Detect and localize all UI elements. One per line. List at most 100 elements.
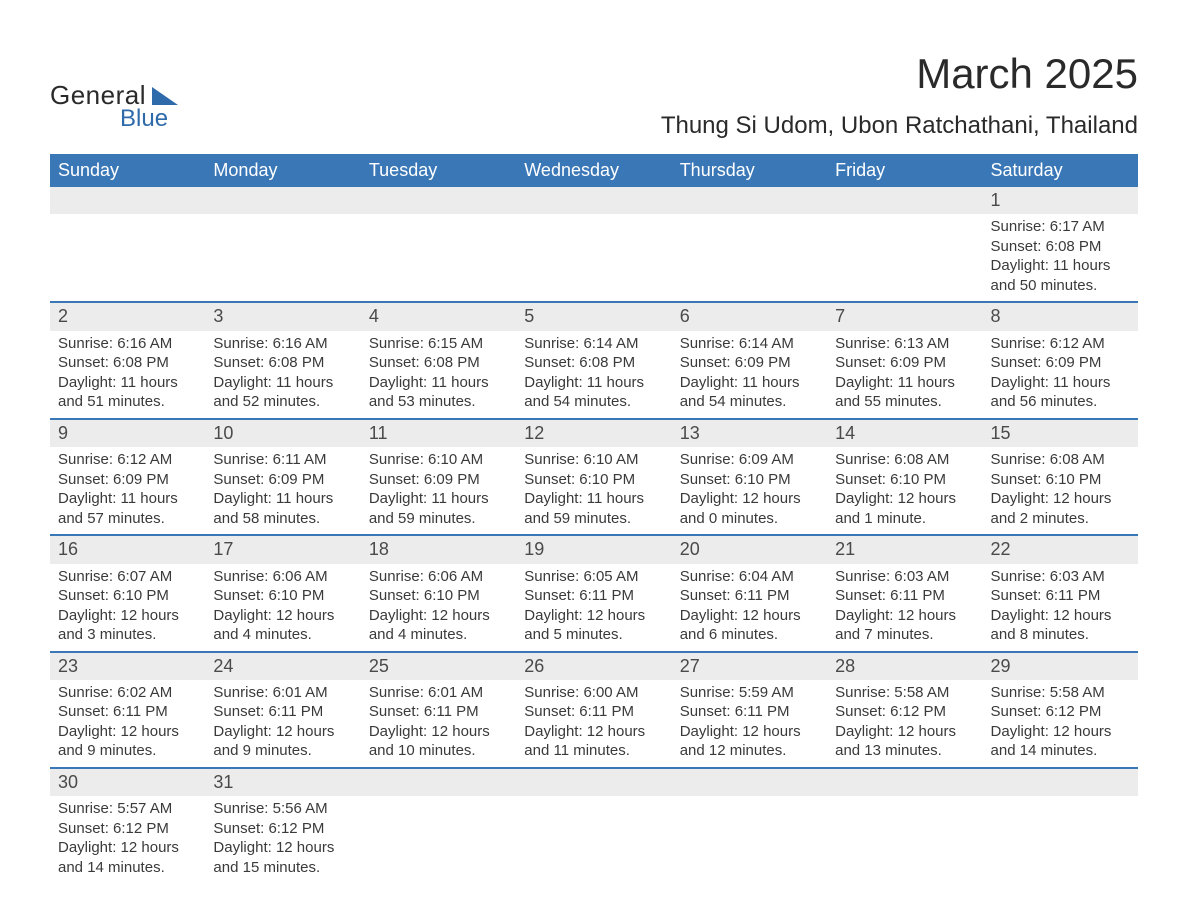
sunrise-text: Sunrise: 6:15 AM (369, 334, 508, 354)
day-number-cell: 26 (516, 652, 671, 680)
title-block: March 2025 Thung Si Udom, Ubon Ratchatha… (661, 50, 1138, 140)
sunrise-text: Sunrise: 6:01 AM (213, 683, 352, 703)
sunset-text: Sunset: 6:09 PM (58, 470, 197, 490)
sunrise-text: Sunrise: 6:09 AM (680, 450, 819, 470)
sunset-text: Sunset: 6:08 PM (991, 237, 1130, 257)
day-number-cell (361, 768, 516, 796)
day-number-cell (827, 768, 982, 796)
sunrise-text: Sunrise: 5:58 AM (991, 683, 1130, 703)
day-number-cell: 22 (983, 535, 1138, 563)
day-number-cell (672, 768, 827, 796)
day-number-cell: 29 (983, 652, 1138, 680)
day-number-cell: 31 (205, 768, 360, 796)
sunrise-text: Sunrise: 6:05 AM (524, 567, 663, 587)
day-detail-row: Sunrise: 6:16 AM Sunset: 6:08 PM Daylight:… (50, 331, 1138, 419)
day-detail-cell: Sunrise: 6:06 AMSunset: 6:10 PMDaylight:… (361, 564, 516, 652)
page-header: General Blue March 2025 Thung Si Udom, U… (50, 50, 1138, 140)
day-detail-cell: Sunrise: 6:12 AMSunset: 6:09 PMDaylight:… (50, 447, 205, 535)
daylight-text: Daylight: 12 hours and 2 minutes. (991, 489, 1130, 528)
daylight-text: Daylight: 11 hours and 54 minutes. (680, 373, 819, 412)
day-number-cell: 12 (516, 419, 671, 447)
day-number-cell: 28 (827, 652, 982, 680)
sunrise-text: Sunrise: 6:12 AM (58, 450, 197, 470)
sunrise-text: Sunrise: 6:03 AM (835, 567, 974, 587)
sunrise-text: Sunrise: 6:01 AM (369, 683, 508, 703)
weekday-header: Monday (205, 154, 360, 187)
daylight-text: Daylight: 11 hours and 51 minutes. (58, 373, 197, 412)
day-detail-row: Sunrise: 5:57 AM Sunset: 6:12 PMDaylight:… (50, 796, 1138, 883)
sunrise-text: Sunrise: 6:06 AM (369, 567, 508, 587)
sunset-text: Sunset: 6:09 PM (213, 470, 352, 490)
day-number-cell: 27 (672, 652, 827, 680)
sunrise-text: Sunrise: 5:58 AM (835, 683, 974, 703)
day-number-cell: 25 (361, 652, 516, 680)
sunset-text: Sunset: 6:09 PM (680, 353, 819, 373)
sunset-text: Sunset: 6:10 PM (680, 470, 819, 490)
daylight-text: Daylight: 11 hours and 55 minutes. (835, 373, 974, 412)
day-detail-cell (516, 214, 671, 302)
daylight-text: Daylight: 12 hours and 8 minutes. (991, 606, 1130, 645)
day-detail-cell: Sunrise: 6:01 AMSunset: 6:11 PMDaylight:… (361, 680, 516, 768)
sunrise-text: Sunrise: 6:11 AM (213, 450, 352, 470)
daylight-text: Daylight: 12 hours and 14 minutes. (991, 722, 1130, 761)
day-detail-cell: Sunrise: 6:11 AMSunset: 6:09 PMDaylight:… (205, 447, 360, 535)
sunrise-text: Sunrise: 6:08 AM (835, 450, 974, 470)
sunrise-text: Sunrise: 6:12 AM (991, 334, 1130, 354)
sunset-text: Sunset: 6:10 PM (369, 586, 508, 606)
daylight-text: Daylight: 12 hours and 7 minutes. (835, 606, 974, 645)
day-number-cell: 18 (361, 535, 516, 563)
day-number-cell: 7 (827, 302, 982, 330)
sunrise-text: Sunrise: 6:16 AM (58, 334, 197, 354)
sunrise-text: Sunrise: 6:16 AM (213, 334, 352, 354)
daylight-text: Daylight: 12 hours and 4 minutes. (213, 606, 352, 645)
daylight-text: Daylight: 12 hours and 9 minutes. (213, 722, 352, 761)
sunrise-text: Sunrise: 6:10 AM (369, 450, 508, 470)
logo-text-blue: Blue (120, 105, 168, 133)
sunset-text: Sunset: 6:12 PM (835, 702, 974, 722)
day-number-row: 23242526272829 (50, 652, 1138, 680)
day-detail-row: Sunrise: 6:07 AMSunset: 6:10 PMDaylight:… (50, 564, 1138, 652)
sunrise-text: Sunrise: 6:08 AM (991, 450, 1130, 470)
daylight-text: Daylight: 12 hours and 15 minutes. (213, 838, 352, 877)
day-detail-cell (205, 214, 360, 302)
day-detail-cell: Sunrise: 5:58 AMSunset: 6:12 PMDaylight:… (983, 680, 1138, 768)
sunset-text: Sunset: 6:12 PM (991, 702, 1130, 722)
day-number-cell: 2 (50, 302, 205, 330)
day-number-cell: 5 (516, 302, 671, 330)
day-number-cell: 21 (827, 535, 982, 563)
sunset-text: Sunset: 6:09 PM (369, 470, 508, 490)
day-number-cell (983, 768, 1138, 796)
day-detail-cell: Sunrise: 6:10 AMSunset: 6:09 PMDaylight:… (361, 447, 516, 535)
day-detail-cell: Sunrise: 6:17 AMSunset: 6:08 PMDaylight:… (983, 214, 1138, 302)
day-detail-cell: Sunrise: 6:05 AMSunset: 6:11 PMDaylight:… (516, 564, 671, 652)
day-detail-cell (50, 214, 205, 302)
day-detail-cell: Sunrise: 6:13 AMSunset: 6:09 PMDaylight:… (827, 331, 982, 419)
day-detail-cell: Sunrise: 6:14 AMSunset: 6:08 PMDaylight:… (516, 331, 671, 419)
daylight-text: Daylight: 12 hours and 4 minutes. (369, 606, 508, 645)
day-detail-row: Sunrise: 6:12 AMSunset: 6:09 PMDaylight:… (50, 447, 1138, 535)
sunset-text: Sunset: 6:11 PM (369, 702, 508, 722)
sunset-text: Sunset: 6:11 PM (680, 702, 819, 722)
sunrise-text: Sunrise: 6:06 AM (213, 567, 352, 587)
day-detail-cell (983, 796, 1138, 883)
sunset-text: Sunset: 6:11 PM (58, 702, 197, 722)
day-number-cell (361, 187, 516, 214)
day-detail-cell: Sunrise: 5:58 AMSunset: 6:12 PMDaylight:… (827, 680, 982, 768)
day-number-cell: 8 (983, 302, 1138, 330)
sunrise-text: Sunrise: 5:56 AM (213, 799, 352, 819)
sunset-text: Sunset: 6:11 PM (991, 586, 1130, 606)
logo: General Blue (50, 50, 178, 133)
daylight-text: Daylight: 11 hours and 56 minutes. (991, 373, 1130, 412)
sunset-text: Sunset: 6:08 PM (524, 353, 663, 373)
day-number-row: 9101112131415 (50, 419, 1138, 447)
day-detail-cell (361, 214, 516, 302)
daylight-text: Daylight: 12 hours and 6 minutes. (680, 606, 819, 645)
day-number-cell: 13 (672, 419, 827, 447)
day-number-cell: 10 (205, 419, 360, 447)
day-detail-cell (672, 214, 827, 302)
weekday-header: Friday (827, 154, 982, 187)
sunset-text: Sunset: 6:12 PM (213, 819, 352, 839)
day-detail-cell: Sunrise: 6:00 AMSunset: 6:11 PMDaylight:… (516, 680, 671, 768)
sunrise-text: Sunrise: 5:57 AM (58, 799, 197, 819)
day-detail-cell: Sunrise: 6:04 AMSunset: 6:11 PMDaylight:… (672, 564, 827, 652)
